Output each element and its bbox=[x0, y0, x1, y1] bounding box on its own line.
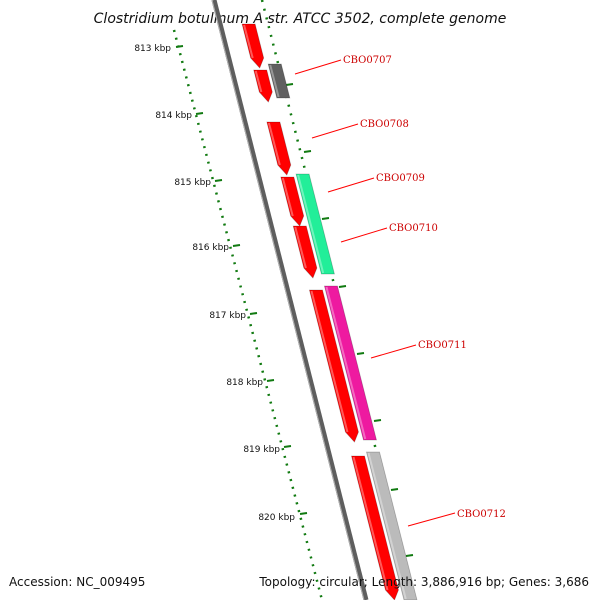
tick-track-left bbox=[172, 29, 324, 600]
label-line-cbo0707 bbox=[294, 59, 342, 75]
tick-labels: 813 kbp 814 kbp 815 kbp 816 kbp 817 kbp … bbox=[134, 44, 414, 557]
tick-mark bbox=[175, 45, 184, 48]
gene-feature[interactable] bbox=[351, 455, 399, 600]
tick-mark bbox=[285, 83, 294, 86]
gene-features bbox=[241, 23, 418, 600]
tick-mark bbox=[283, 445, 292, 448]
tick-mark bbox=[249, 312, 258, 315]
tick-label-815: 815 kbp bbox=[174, 178, 211, 188]
backbone bbox=[211, 0, 369, 600]
tick-mark bbox=[338, 285, 347, 288]
tick-track-left-line bbox=[172, 29, 324, 600]
backbone-line bbox=[211, 0, 369, 600]
gene-feature-highlight bbox=[297, 174, 325, 274]
label-line-cbo0710 bbox=[340, 227, 388, 243]
tick-mark bbox=[266, 379, 275, 382]
gene-feature-highlight bbox=[325, 286, 367, 440]
gene-feature[interactable] bbox=[253, 69, 273, 103]
tick-label-819: 819 kbp bbox=[243, 445, 280, 455]
gene-label-cbo0707[interactable]: CBO0707 bbox=[343, 55, 392, 66]
gene-feature-highlight bbox=[254, 70, 263, 93]
map-title: Clostridium botulinum A str. ATCC 3502, … bbox=[94, 11, 507, 27]
label-line-cbo0712 bbox=[407, 512, 456, 527]
gene-feature-cbo0709[interactable] bbox=[280, 176, 305, 227]
tick-mark bbox=[214, 179, 223, 182]
gene-feature-highlight bbox=[294, 226, 307, 269]
gene-feature-cbo0708[interactable] bbox=[266, 121, 292, 176]
tick-label-813: 813 kbp bbox=[134, 44, 171, 54]
gene-label-cbo0712[interactable]: CBO0712 bbox=[457, 509, 506, 520]
tick-label-816: 816 kbp bbox=[192, 243, 229, 253]
tick-mark bbox=[373, 419, 382, 422]
genome-summary-text: Topology: circular; Length: 3,886,916 bp… bbox=[258, 575, 589, 589]
gene-label-cbo0708[interactable]: CBO0708 bbox=[360, 119, 409, 130]
gene-feature-highlight bbox=[281, 177, 294, 217]
tick-mark bbox=[303, 150, 312, 153]
gene-label-cbo0711[interactable]: CBO0711 bbox=[418, 340, 467, 351]
gene-feature-highlight bbox=[269, 64, 280, 98]
gene-feature[interactable] bbox=[308, 289, 359, 443]
tick-label-814: 814 kbp bbox=[155, 111, 192, 121]
gene-labels: CBO0707 CBO0708 CBO0709 CBO0710 CBO0711 … bbox=[294, 55, 506, 527]
tick-mark bbox=[390, 488, 399, 491]
gene-feature-highlight bbox=[367, 452, 407, 600]
gene-feature-cbo0711[interactable] bbox=[323, 285, 377, 441]
gene-feature-highlight bbox=[352, 456, 389, 591]
gene-feature[interactable] bbox=[241, 23, 265, 69]
label-line-cbo0711 bbox=[370, 344, 417, 359]
gene-feature-highlight bbox=[267, 122, 281, 166]
tick-label-820: 820 kbp bbox=[258, 513, 295, 523]
backbone-highlight bbox=[211, 0, 365, 600]
gene-feature[interactable] bbox=[292, 225, 318, 279]
label-line-cbo0709 bbox=[327, 177, 375, 193]
gene-label-cbo0709[interactable]: CBO0709 bbox=[376, 173, 425, 184]
tick-label-817: 817 kbp bbox=[209, 311, 246, 321]
tick-mark bbox=[321, 217, 330, 220]
tick-mark bbox=[356, 352, 365, 355]
tick-mark bbox=[195, 112, 204, 115]
gene-feature-highlight bbox=[310, 290, 349, 433]
tick-mark bbox=[299, 512, 308, 515]
gene-feature-cbo0707[interactable] bbox=[267, 63, 291, 99]
gene-feature-cbo0712[interactable] bbox=[365, 451, 418, 600]
label-line-cbo0708 bbox=[311, 123, 359, 139]
gene-label-cbo0710[interactable]: CBO0710 bbox=[389, 223, 438, 234]
accession-text: Accession: NC_009495 bbox=[9, 575, 145, 589]
tick-mark bbox=[232, 244, 241, 247]
gene-feature-cbo0710[interactable] bbox=[295, 173, 335, 275]
tick-mark bbox=[405, 554, 414, 557]
tick-label-818: 818 kbp bbox=[226, 378, 263, 388]
gene-feature-highlight bbox=[243, 24, 254, 59]
